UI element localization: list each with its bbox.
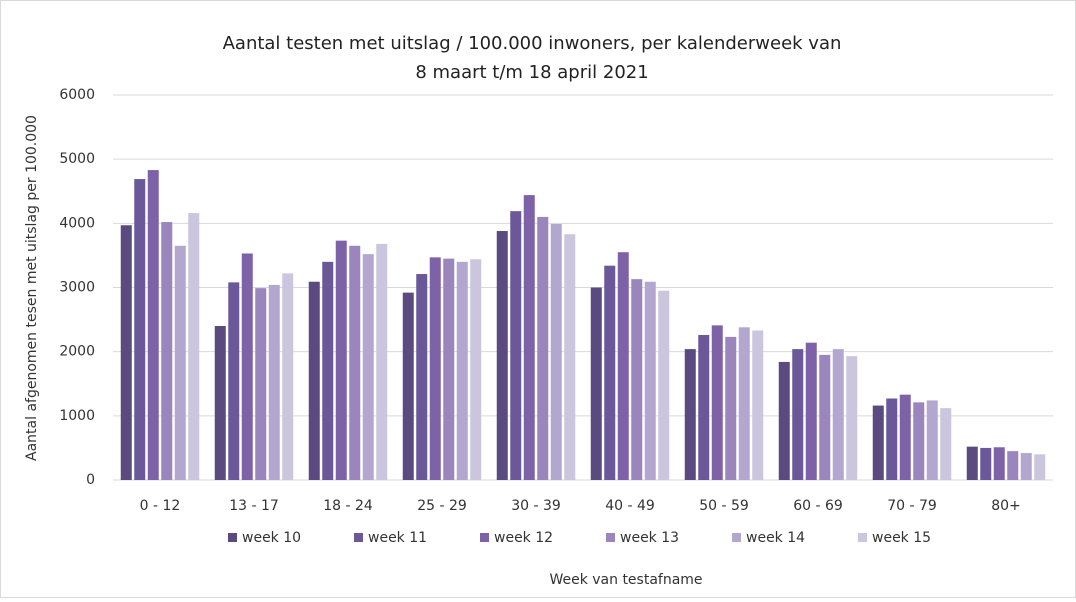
- y-axis-label: Aantal afgenomen tesen met uitslag per 1…: [24, 115, 40, 461]
- bar: [604, 265, 616, 480]
- legend-label: week 15: [872, 530, 931, 546]
- bar: [537, 216, 549, 480]
- y-tick-label: 1000: [59, 408, 95, 424]
- bar: [470, 259, 482, 480]
- bar: [980, 447, 992, 480]
- bar: [913, 402, 925, 480]
- legend-swatch: [732, 533, 741, 542]
- bar: [147, 170, 159, 480]
- bar: [564, 234, 576, 480]
- bar: [282, 273, 294, 480]
- bar: [846, 356, 858, 480]
- bar: [456, 261, 468, 480]
- y-tick-label: 4000: [59, 215, 95, 231]
- bar: [496, 231, 508, 480]
- bar: [443, 258, 455, 480]
- bar: [429, 257, 441, 480]
- bar: [832, 349, 844, 480]
- bar: [402, 292, 414, 480]
- bar: [308, 281, 320, 480]
- chart-title: 8 maart t/m 18 april 2021: [415, 62, 648, 83]
- bar: [228, 282, 240, 480]
- bar: [322, 261, 334, 480]
- bar: [1034, 454, 1046, 480]
- bar: [926, 400, 938, 480]
- bar: [778, 361, 790, 480]
- y-tick-label: 5000: [59, 151, 95, 167]
- bar: [362, 254, 374, 480]
- y-tick-label: 2000: [59, 344, 95, 360]
- legend-label: week 13: [620, 530, 679, 546]
- bar: [631, 279, 643, 480]
- x-axis-label: Week van testafname: [549, 572, 702, 588]
- bar: [335, 240, 347, 480]
- bar: [188, 213, 200, 481]
- x-tick-label: 70 - 79: [887, 498, 937, 514]
- bar: [255, 288, 267, 480]
- bar: [120, 225, 132, 480]
- bar: [940, 408, 952, 480]
- legend-label: week 14: [746, 530, 805, 546]
- bar: [590, 287, 602, 480]
- legend-swatch: [228, 533, 237, 542]
- x-tick-label: 0 - 12: [140, 498, 181, 514]
- x-tick-label: 30 - 39: [511, 498, 561, 514]
- bar: [161, 222, 173, 481]
- legend-label: week 12: [494, 530, 553, 546]
- bar: [684, 349, 696, 480]
- bar: [1020, 453, 1032, 480]
- bar: [805, 342, 817, 480]
- x-tick-label: 40 - 49: [605, 498, 655, 514]
- bar: [416, 274, 428, 480]
- bar: [658, 290, 670, 480]
- bar: [698, 334, 710, 480]
- legend-swatch: [354, 533, 363, 542]
- bar: [376, 243, 388, 480]
- bar: [349, 245, 361, 480]
- legend-label: week 10: [242, 530, 301, 546]
- bar: [1007, 451, 1019, 480]
- y-tick-label: 6000: [59, 87, 95, 103]
- y-tick-label: 0: [86, 472, 95, 488]
- x-tick-label: 18 - 24: [323, 498, 373, 514]
- bar: [134, 179, 146, 480]
- chart-title: Aantal testen met uitslag / 100.000 inwo…: [223, 33, 842, 54]
- bar: [819, 354, 831, 480]
- bar: [214, 326, 226, 480]
- bar: [510, 211, 522, 480]
- x-tick-label: 60 - 69: [793, 498, 843, 514]
- bar: [711, 325, 723, 480]
- bar: [725, 336, 737, 480]
- x-tick-label: 80+: [991, 498, 1021, 514]
- x-tick-label: 13 - 17: [229, 498, 279, 514]
- x-tick-label: 25 - 29: [417, 498, 467, 514]
- legend-swatch: [858, 533, 867, 542]
- bar: [174, 245, 186, 480]
- bar: [268, 284, 280, 480]
- bar: [792, 349, 804, 480]
- bar: [886, 398, 898, 480]
- legend-label: week 11: [368, 530, 427, 546]
- bar: [993, 447, 1005, 480]
- bar: [872, 405, 884, 480]
- legend-swatch: [480, 533, 489, 542]
- bar: [752, 330, 764, 480]
- bar: [617, 252, 629, 480]
- bar: [738, 327, 750, 480]
- bar: [241, 253, 253, 480]
- bar: [644, 281, 656, 480]
- bar: [966, 446, 978, 480]
- y-tick-label: 3000: [59, 280, 95, 296]
- x-tick-label: 50 - 59: [699, 498, 749, 514]
- bar: [523, 195, 535, 480]
- bar: [899, 394, 911, 480]
- legend-swatch: [606, 533, 615, 542]
- bar: [550, 223, 562, 480]
